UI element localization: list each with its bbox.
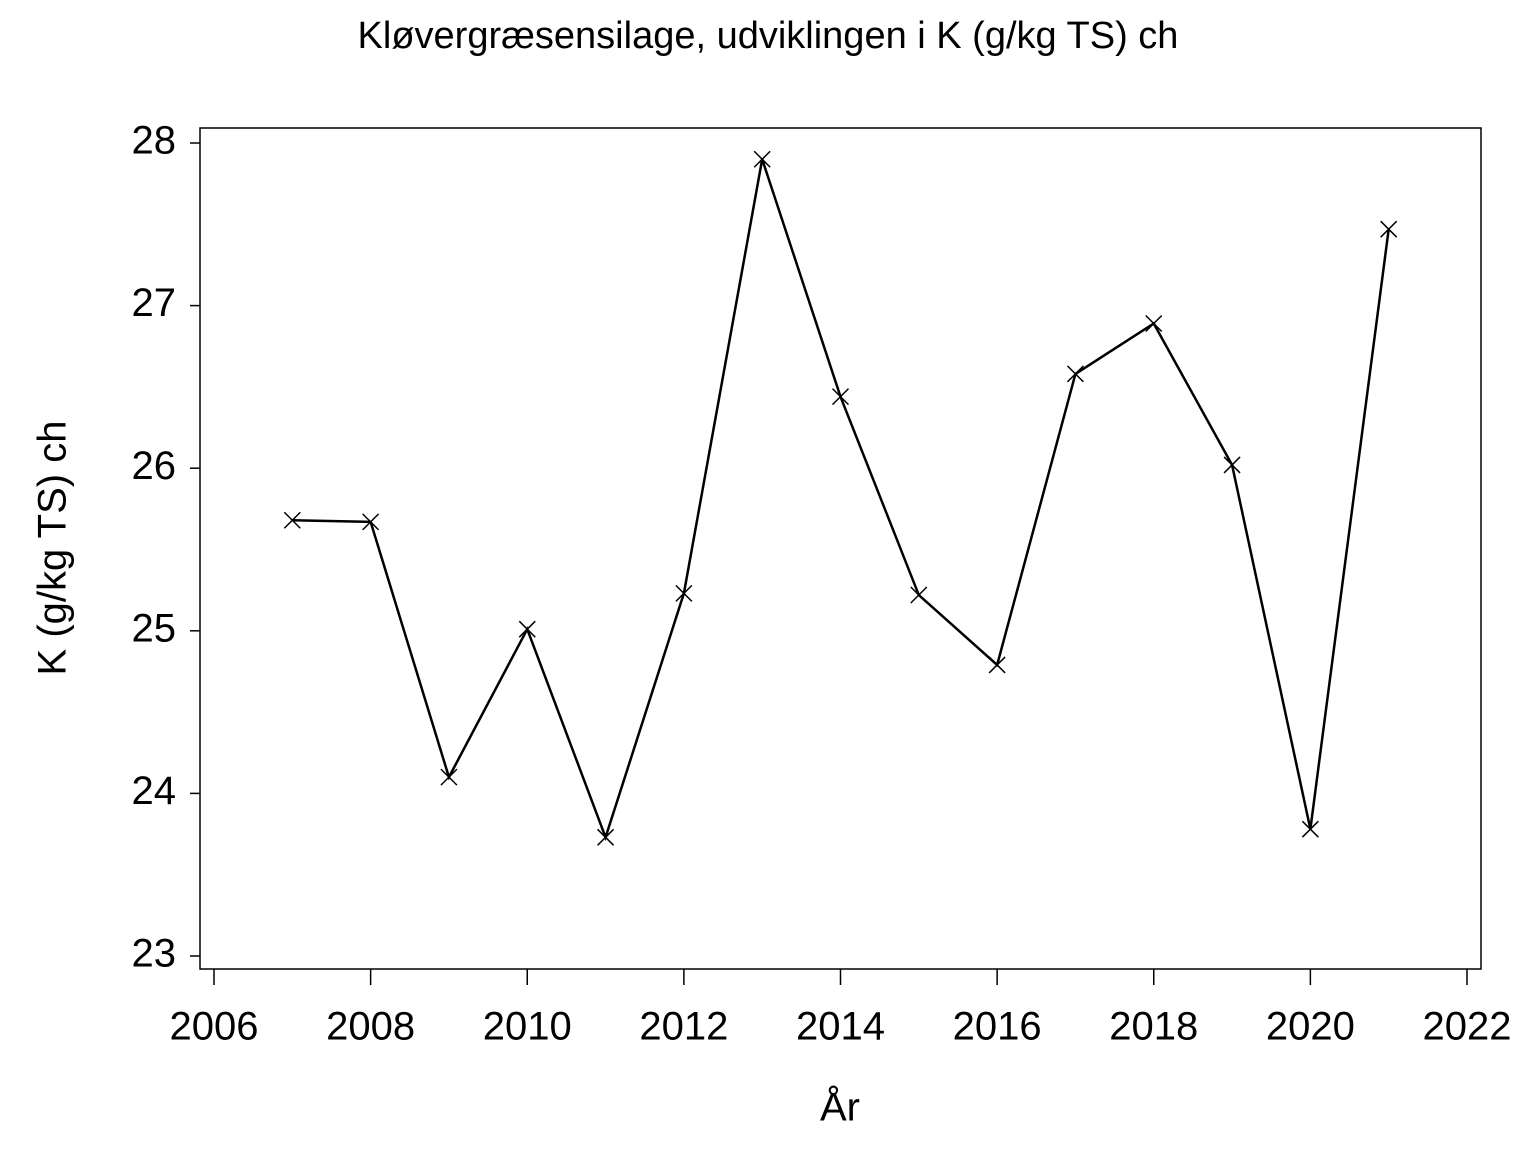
data-marker [675,584,693,602]
y-tick-label: 23 [132,932,177,976]
y-tick-label: 27 [132,281,177,325]
x-tick-label: 2014 [796,1005,885,1049]
data-marker [1301,820,1319,838]
data-marker [1145,314,1163,333]
x-axis-label: År [820,1085,860,1130]
x-tick-label: 2022 [1423,1005,1512,1049]
data-marker [518,620,536,638]
x-tick-label: 2020 [1266,1005,1355,1049]
y-tick-label: 26 [132,444,177,488]
data-marker [440,768,458,786]
data-line [292,158,1390,842]
x-tick-label: 2006 [170,1005,259,1049]
chart-title: Kløvergræsensilage, udviklingen i K (g/k… [358,15,1179,57]
data-marker [988,656,1006,674]
plot-frame [199,127,1482,970]
data-marker [753,150,771,168]
data-marker [597,828,615,846]
data-marker [362,513,380,531]
data-marker [910,586,928,604]
data-marker [1066,365,1084,383]
data-marker [1223,456,1241,474]
data-marker [831,388,850,406]
x-tick-label: 2010 [483,1005,572,1049]
y-tick-label: 28 [132,119,177,163]
data-marker [1380,220,1398,238]
y-axis-label: K (g/kg TS) ch [31,421,75,676]
x-tick-label: 2016 [953,1005,1042,1049]
y-tick-label: 25 [132,606,177,650]
y-tick-label: 24 [132,769,177,813]
data-marker [283,511,301,529]
x-tick-label: 2012 [639,1005,728,1049]
x-tick-label: 2018 [1109,1005,1198,1049]
x-tick-label: 2008 [326,1005,415,1049]
